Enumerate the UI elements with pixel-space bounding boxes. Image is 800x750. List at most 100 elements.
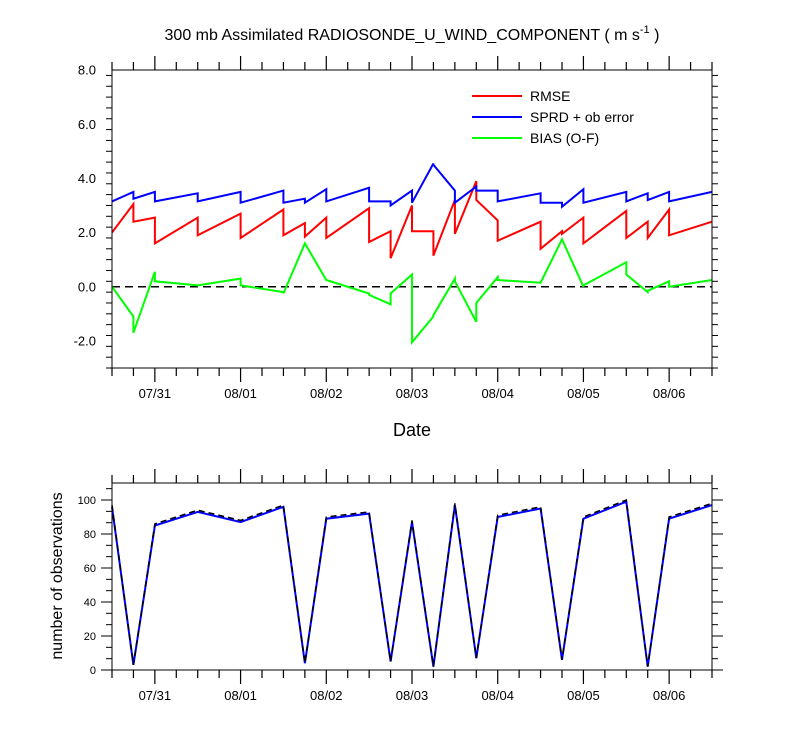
data-point <box>474 301 478 305</box>
data-point <box>324 216 328 220</box>
top-y-tick-label: 2.0 <box>78 225 96 240</box>
top-y-tick-labels: -2.0 0.0 2.0 4.0 6.0 8.0 <box>74 63 96 349</box>
data-point <box>624 273 628 277</box>
data-point <box>239 518 243 522</box>
data-point <box>539 191 543 195</box>
data-point <box>303 661 307 665</box>
data-point <box>624 199 628 203</box>
bottom-y-tick-label: 80 <box>84 529 96 541</box>
data-point <box>324 199 328 203</box>
data-point <box>239 236 243 240</box>
data-point <box>560 201 564 205</box>
data-point <box>367 510 371 514</box>
data-point <box>196 233 200 237</box>
data-point <box>496 278 500 282</box>
top-series-bias-o-f-line <box>111 236 713 346</box>
bottom-x-tick-label: 08/02 <box>310 688 343 703</box>
bottom-y-tick-label: 0 <box>90 665 96 677</box>
data-point <box>303 221 307 225</box>
data-point <box>453 201 457 205</box>
bottom-x-tick-label: 07/31 <box>139 688 172 703</box>
data-point <box>667 233 671 237</box>
bottom-series-observations-total-line <box>111 498 713 667</box>
data-point <box>431 313 435 317</box>
top-x-tick-label: 08/03 <box>396 386 429 401</box>
data-point <box>496 189 500 193</box>
data-point <box>646 236 650 240</box>
data-point <box>153 216 157 220</box>
top-panel: -2.0 0.0 2.0 4.0 6.0 8.0 07/31 08/01 08/02 08/03… <box>74 56 718 440</box>
data-point <box>667 515 671 519</box>
bottom-series-layer <box>111 498 713 669</box>
bottom-y-tick-label: 60 <box>84 563 96 575</box>
data-point <box>667 279 671 283</box>
data-point <box>239 201 243 205</box>
data-point <box>389 229 393 233</box>
data-point <box>324 236 328 240</box>
top-series-layer <box>111 163 713 346</box>
data-point <box>474 198 478 202</box>
top-x-tick-label: 08/02 <box>310 386 343 401</box>
data-point <box>496 513 500 517</box>
data-point <box>474 179 478 183</box>
data-point <box>367 186 371 190</box>
data-point <box>389 199 393 203</box>
data-point <box>196 508 200 512</box>
data-point <box>646 665 650 669</box>
data-point <box>131 331 135 335</box>
bottom-y-tick-label: 20 <box>84 631 96 643</box>
top-y-tick-label: 6.0 <box>78 117 96 132</box>
top-y-tick-label: 4.0 <box>78 171 96 186</box>
bottom-x-tick-labels: 07/31 08/01 08/02 08/03 08/04 08/05 08/06 <box>139 688 686 703</box>
bottom-x-tick-label: 08/06 <box>653 688 686 703</box>
data-point <box>667 190 671 194</box>
data-point <box>539 201 543 205</box>
data-point <box>281 233 285 237</box>
data-point <box>281 503 285 507</box>
data-point <box>431 163 435 167</box>
legend-label-bias-o-f: BIAS (O-F) <box>530 130 599 146</box>
data-point <box>474 320 478 324</box>
data-point <box>539 505 543 509</box>
bottom-y-tick-label: 40 <box>84 597 96 609</box>
top-y-tick-label: 0.0 <box>78 279 96 294</box>
data-point <box>431 665 435 669</box>
data-point <box>131 202 135 206</box>
data-point <box>367 206 371 210</box>
bottom-series-observations-assimilated-line <box>111 500 713 667</box>
data-point <box>560 237 564 241</box>
data-point <box>367 199 371 203</box>
data-point <box>496 218 500 222</box>
data-point <box>281 208 285 212</box>
data-point <box>324 278 328 282</box>
top-y-tick-label: 8.0 <box>78 63 96 78</box>
data-point <box>453 232 457 236</box>
data-point <box>560 658 564 662</box>
data-point <box>367 240 371 244</box>
data-point <box>581 187 585 191</box>
data-point <box>131 190 135 194</box>
data-point <box>153 522 157 526</box>
data-point <box>496 199 500 203</box>
data-point <box>474 189 478 193</box>
data-point <box>196 199 200 203</box>
top-axis-ticks <box>106 56 718 382</box>
top-x-tick-labels: 07/31 08/01 08/02 08/03 08/04 08/05 08/06 <box>139 386 686 401</box>
bottom-x-tick-label: 08/01 <box>224 688 257 703</box>
data-point <box>539 247 543 251</box>
bottom-x-tick-label: 08/05 <box>567 688 600 703</box>
data-point <box>239 212 243 216</box>
data-point <box>624 498 628 502</box>
data-point <box>131 220 135 224</box>
data-point <box>646 198 650 202</box>
data-point <box>624 236 628 240</box>
data-point <box>624 209 628 213</box>
data-point <box>453 501 457 505</box>
data-point <box>239 277 243 281</box>
data-point <box>196 216 200 220</box>
data-point <box>239 190 243 194</box>
bottom-panel: 0 20 40 60 80 100 07/31 08/01 08/02 08/03 08/04 08… <box>49 469 723 703</box>
data-point <box>324 187 328 191</box>
data-point <box>389 660 393 664</box>
